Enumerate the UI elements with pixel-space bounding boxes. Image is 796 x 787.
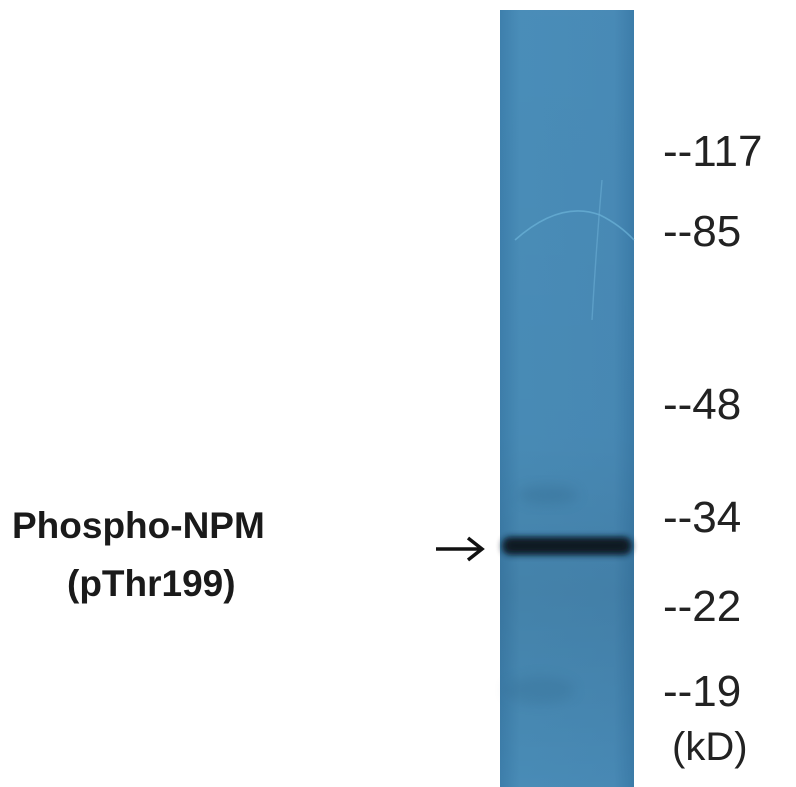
marker-label-22: --22 [663,582,742,631]
marker-label-48: --48 [663,380,742,429]
marker-label-117: --117 [663,127,763,176]
marker-label-34: --34 [663,493,742,542]
unit-label: (kD) [672,725,748,769]
membrane-scratch [514,210,635,241]
marker-label-85: --85 [663,207,742,256]
phospho-site-label: (pThr199) [67,563,236,604]
right-arrow-icon [436,536,485,562]
protein-name-label: Phospho-NPM [12,505,265,546]
marker-label-19: --19 [663,667,742,716]
